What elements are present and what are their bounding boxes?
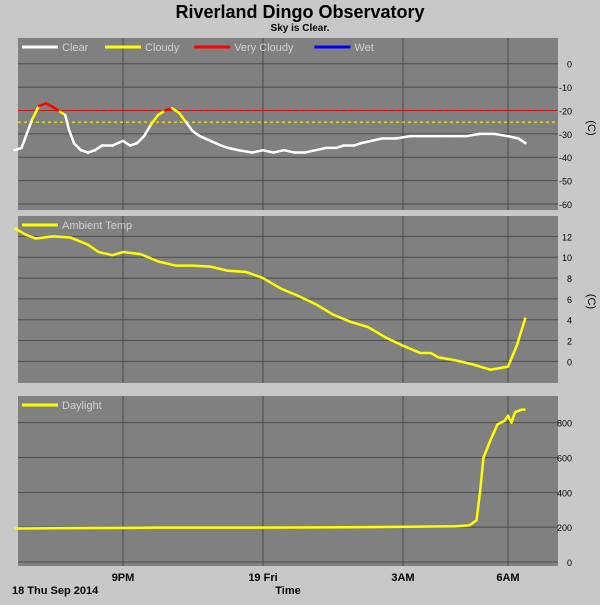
series-segment [282,148,296,154]
series-segment [251,148,265,154]
series-segment [464,132,482,138]
series-segment [30,104,41,122]
series-segment [44,102,55,109]
series-segment [20,132,28,150]
y-tick-label: 0 [567,558,572,568]
series-line [13,227,527,371]
panel-ambient: 12 10 8 6 4 2 0 Ambient Temp (C) [13,216,597,383]
y-tick-label: 400 [557,488,572,498]
series-segment [198,134,212,143]
date-label: 18 Thu Sep 2014 [12,585,99,597]
y-tick-label: 8 [567,274,572,284]
series-line [14,408,526,530]
series-segment [394,134,412,140]
series-segment [226,146,240,152]
y-axis-label: (C) [585,294,597,309]
series-segment [191,130,202,138]
y-tick-label: -30 [559,130,572,140]
legend-label: Wet [354,42,373,54]
series-segment [121,139,132,147]
chart-title: Riverland Dingo Observatory [175,2,424,22]
y-tick-label: 4 [567,316,572,326]
chart-panels: 0 -10 -20 -30 -40 -50 -60 Clear Cloudy Very Cloud… [13,38,597,584]
y-axis-label: (C) [585,120,597,135]
series-segment [72,141,83,152]
plot-area-ambient [18,216,558,383]
x-axis-label: Time [275,585,300,597]
series-segment [93,144,104,152]
panel-daylight: 800 600 400 200 0 Daylight [14,396,572,568]
legend-label: Daylight [62,400,102,412]
series-segment [492,132,510,138]
plot-area-daylight [18,396,558,566]
series-segment [156,109,167,117]
y-tick-label: 0 [567,60,572,70]
series-segment [142,123,153,138]
y-tick-label: 200 [557,523,572,533]
series-segment [314,146,328,152]
x-tick-label: 6AM [496,572,519,584]
series-segment [303,148,317,154]
y-tick-label: -10 [559,83,572,93]
y-tick-label: 2 [567,337,572,347]
series-segment [149,113,160,126]
legend-label: Ambient Temp [62,220,132,232]
legend-label: Cloudy [145,42,180,54]
series-segment [209,139,223,147]
y-tick-label: 12 [562,232,572,242]
y-tick-label: -60 [559,200,572,210]
series-segment [272,148,286,154]
series-segment [261,148,275,154]
y-tick-label: 0 [567,357,572,367]
series-segment [184,120,195,133]
y-tick-label: -20 [559,106,572,116]
series-segment [111,139,125,147]
y-tick-label: 800 [557,419,572,429]
y-tick-label: -50 [559,177,572,187]
panel-sky: 0 -10 -20 -30 -40 -50 -60 Clear Cloudy Very Cloud… [13,38,597,210]
series-segment [517,137,527,145]
series-segment [170,106,181,115]
y-tick-label: -40 [559,153,572,163]
series-segment [506,134,520,140]
y-tick-label: 600 [557,453,572,463]
y-tick-label: 6 [567,295,572,305]
legend-label: Very Cloudy [234,42,294,54]
x-tick-label: 3AM [391,572,414,584]
plot-area-sky [18,38,558,210]
series-segment [51,105,62,113]
series-segment [177,111,188,124]
series-segment [25,118,34,136]
series-segment [370,137,384,143]
x-tick-label: 9PM [112,572,135,584]
x-tick-label: 19 Fri [248,572,277,584]
legend-label: Clear [62,42,89,54]
series-segment [359,139,373,145]
y-tick-label: 10 [562,253,572,263]
series-segment [135,134,146,145]
chart-subtitle: Sky is Clear. [271,23,330,34]
series-segment [64,113,70,131]
series-segment [237,148,254,154]
series-segment [67,127,76,145]
